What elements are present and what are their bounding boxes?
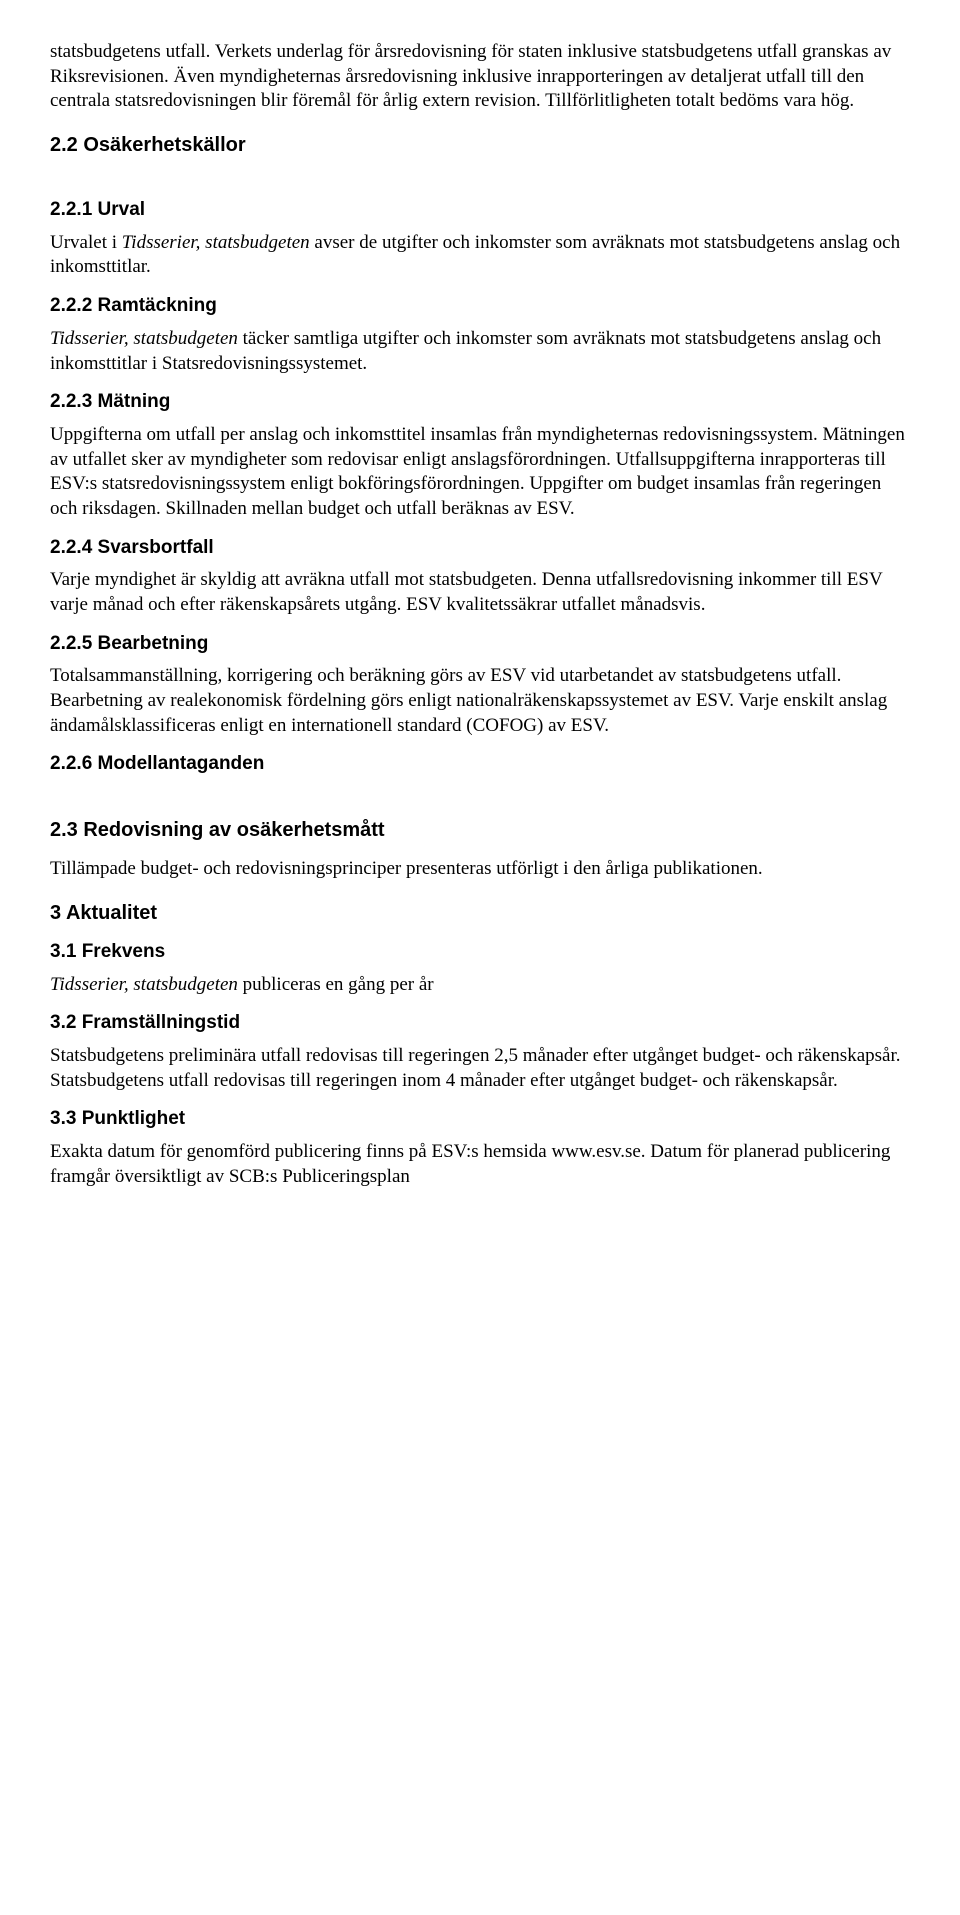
text-run: publiceras en gång per år bbox=[238, 974, 434, 995]
heading-2-2-5: 2.2.5 Bearbetning bbox=[50, 632, 910, 657]
text-run: Urvalet i bbox=[50, 232, 122, 253]
paragraph-2-2-3: Uppgifterna om utfall per anslag och ink… bbox=[50, 423, 910, 522]
heading-3: 3 Aktualitet bbox=[50, 900, 910, 926]
intro-paragraph: statsbudgetens utfall. Verkets underlag … bbox=[50, 40, 910, 114]
paragraph-2-2-2: Tidsserier, statsbudgeten täcker samtlig… bbox=[50, 327, 910, 376]
paragraph-2-2-5: Totalsammanställning, korrigering och be… bbox=[50, 664, 910, 738]
heading-2-2-4: 2.2.4 Svarsbortfall bbox=[50, 536, 910, 561]
paragraph-3-3: Exakta datum för genomförd publicering f… bbox=[50, 1140, 910, 1189]
heading-2-2-3: 2.2.3 Mätning bbox=[50, 390, 910, 415]
heading-2-2-1: 2.2.1 Urval bbox=[50, 198, 910, 223]
text-italic: Tidsserier, statsbudgeten bbox=[122, 232, 310, 253]
paragraph-3-1: Tidsserier, statsbudgeten publiceras en … bbox=[50, 973, 910, 998]
heading-2-2-6: 2.2.6 Modellantaganden bbox=[50, 752, 910, 777]
text-italic: Tidsserier, statsbudgeten bbox=[50, 974, 238, 995]
paragraph-3-2: Statsbudgetens preliminära utfall redovi… bbox=[50, 1044, 910, 1093]
heading-3-2: 3.2 Framställningstid bbox=[50, 1011, 910, 1036]
heading-3-1: 3.1 Frekvens bbox=[50, 940, 910, 965]
heading-3-3: 3.3 Punktlighet bbox=[50, 1107, 910, 1132]
paragraph-2-3: Tillämpade budget- och redovisningsprinc… bbox=[50, 857, 910, 882]
heading-2-3: 2.3 Redovisning av osäkerhetsmått bbox=[50, 817, 910, 843]
heading-2-2: 2.2 Osäkerhetskällor bbox=[50, 132, 910, 158]
paragraph-2-2-4: Varje myndighet är skyldig att avräkna u… bbox=[50, 568, 910, 617]
heading-2-2-2: 2.2.2 Ramtäckning bbox=[50, 294, 910, 319]
paragraph-2-2-1: Urvalet i Tidsserier, statsbudgeten avse… bbox=[50, 231, 910, 280]
text-italic: Tidsserier, statsbudgeten bbox=[50, 328, 238, 349]
